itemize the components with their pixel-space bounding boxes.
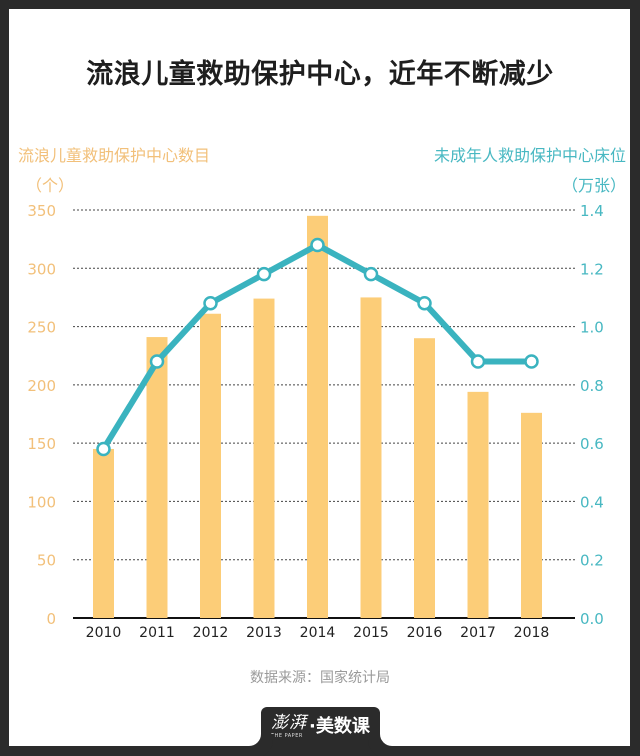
line-point-2010 bbox=[96, 441, 111, 457]
right-tick-0.2: 0.2 bbox=[580, 552, 604, 570]
right-tick-0.4: 0.4 bbox=[580, 493, 604, 511]
x-tick-labels: 2010 2011 2012 2013 2014 2015 2016 2017 2018 bbox=[86, 625, 550, 641]
line-point-2015 bbox=[363, 266, 379, 282]
right-tick-0.6: 0.6 bbox=[580, 435, 604, 453]
x-tick-2011: 2011 bbox=[139, 625, 175, 641]
logo: 澎湃 THE PAPER ·美数课 bbox=[261, 707, 380, 746]
line-point-2011 bbox=[149, 354, 165, 369]
bar-2018 bbox=[521, 412, 542, 618]
logo-brand-block: 澎湃 THE PAPER bbox=[271, 713, 307, 740]
right-axis-label: 未成年人救助保护中心床位 bbox=[433, 146, 626, 165]
bar-2014 bbox=[307, 215, 328, 619]
bar-2015 bbox=[360, 297, 382, 618]
right-tick-1.4: 1.4 bbox=[580, 202, 604, 220]
left-axis-unit: （个） bbox=[26, 176, 75, 195]
right-axis-title: 未成年人救助保护中心床位 （万张） bbox=[434, 145, 626, 197]
bar-series bbox=[93, 215, 542, 619]
right-tick-1.2: 1.2 bbox=[580, 260, 604, 278]
right-tick-1.0: 1.0 bbox=[580, 319, 604, 337]
x-tick-2012: 2012 bbox=[193, 625, 229, 641]
bar-2017 bbox=[467, 391, 489, 618]
left-tick-350: 350 bbox=[27, 202, 56, 220]
left-tick-100: 100 bbox=[27, 493, 56, 511]
left-tick-300: 300 bbox=[27, 260, 56, 278]
line-point-2013 bbox=[256, 266, 272, 282]
line-series bbox=[96, 237, 539, 457]
x-tick-2017: 2017 bbox=[460, 625, 496, 641]
logo-name: ·美数课 bbox=[309, 715, 370, 737]
left-axis-title: 流浪儿童救助保护中心数目 （个） bbox=[18, 145, 210, 197]
left-tick-0: 0 bbox=[46, 610, 56, 628]
logo-brand: 澎湃 bbox=[271, 713, 307, 733]
left-tick-200: 200 bbox=[27, 377, 56, 395]
x-tick-2016: 2016 bbox=[407, 625, 443, 641]
right-tick-labels: 0.0 0.2 0.4 0.6 0.8 1.0 1.2 1.4 bbox=[580, 202, 604, 628]
x-tick-2013: 2013 bbox=[246, 625, 282, 641]
chart-title: 流浪儿童救助保护中心，近年不断减少 bbox=[86, 59, 554, 90]
logo-brand-sub: THE PAPER bbox=[271, 733, 303, 739]
bar-2011 bbox=[146, 337, 168, 618]
right-axis-unit: （万张） bbox=[561, 176, 626, 195]
left-tick-150: 150 bbox=[27, 435, 56, 453]
bar-2012 bbox=[200, 313, 221, 618]
line-point-2017 bbox=[470, 354, 486, 369]
line-point-2012 bbox=[203, 296, 218, 311]
x-tick-2018: 2018 bbox=[514, 625, 550, 641]
line-point-2018 bbox=[524, 354, 539, 369]
data-source: 数据来源：国家统计局 bbox=[250, 670, 390, 686]
x-tick-2014: 2014 bbox=[300, 625, 336, 641]
bar-2016 bbox=[414, 338, 435, 618]
line-point-2016 bbox=[417, 296, 432, 311]
line-point-2014 bbox=[310, 237, 325, 253]
left-tick-250: 250 bbox=[27, 319, 56, 337]
left-tick-50: 50 bbox=[37, 552, 56, 570]
bar-2010 bbox=[93, 448, 114, 618]
bar-2013 bbox=[253, 298, 275, 618]
left-tick-labels: 0 50 100 150 200 250 300 350 bbox=[27, 202, 56, 628]
right-tick-0.8: 0.8 bbox=[580, 377, 604, 395]
right-tick-0.0: 0.0 bbox=[580, 610, 604, 628]
left-axis-label: 流浪儿童救助保护中心数目 bbox=[18, 146, 211, 165]
x-tick-2010: 2010 bbox=[86, 625, 122, 641]
x-tick-2015: 2015 bbox=[353, 625, 389, 641]
